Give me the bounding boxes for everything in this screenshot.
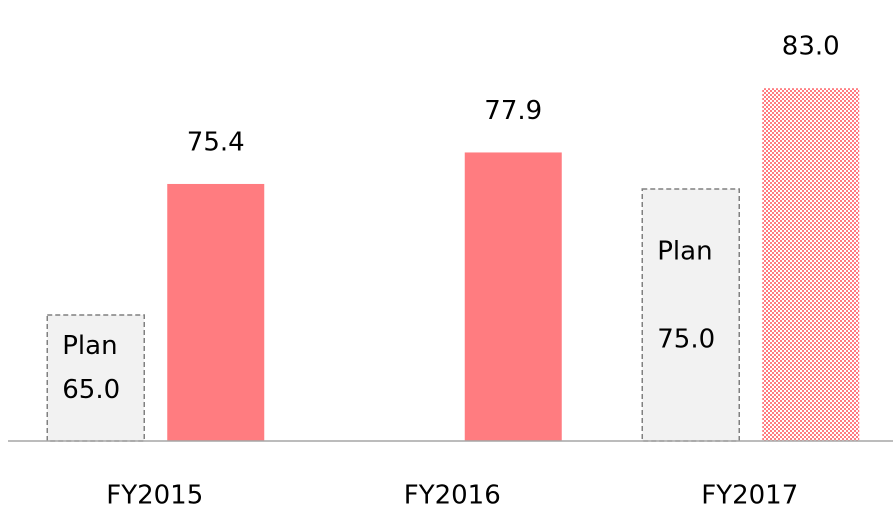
plan-value-label: 65.0: [62, 375, 120, 405]
plan-bar: [641, 188, 740, 442]
value-label: 83.0: [782, 32, 840, 62]
plan-label: Plan: [62, 331, 117, 361]
plan-value-label: 75.0: [657, 325, 715, 355]
plan-label: Plan: [657, 237, 712, 267]
bar: [464, 152, 562, 441]
x-tick-label: FY2016: [404, 481, 501, 508]
bar: [167, 183, 265, 441]
x-tick-label: FY2017: [701, 481, 798, 508]
value-label: 77.9: [484, 96, 542, 126]
bar: [762, 88, 860, 441]
plan-bar: [46, 314, 145, 442]
x-tick-label: FY2015: [106, 481, 203, 508]
value-label: 75.4: [187, 127, 245, 157]
